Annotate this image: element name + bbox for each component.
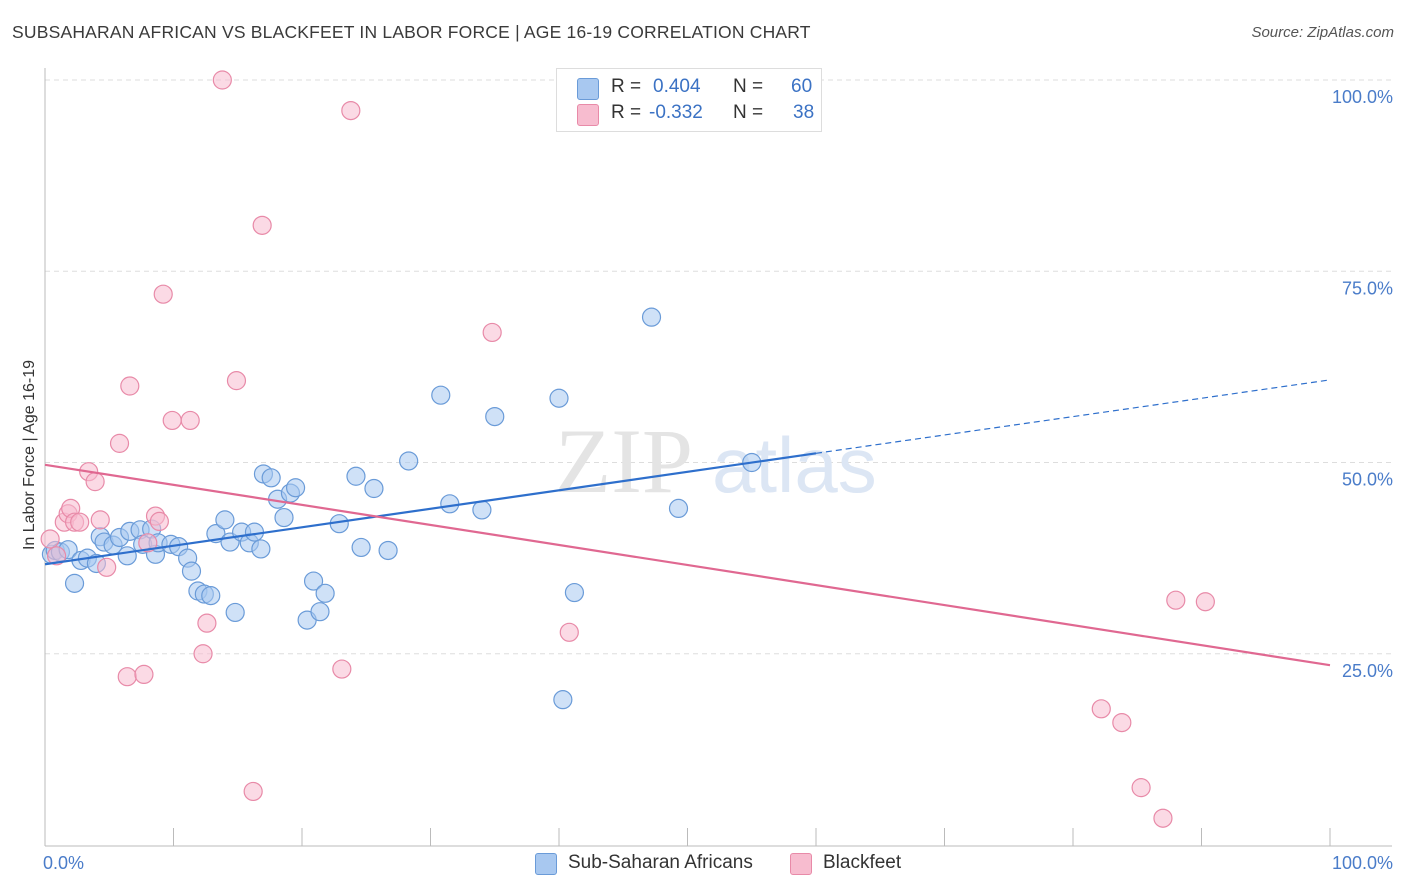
point-sub-saharan (285, 478, 306, 498)
point-sub-saharan (117, 546, 137, 566)
point-sub-saharan (303, 571, 324, 591)
point-blackfeet (193, 644, 213, 664)
point-blackfeet (1091, 699, 1111, 719)
point-blackfeet (97, 557, 117, 577)
x-tick-label: 100.0% (1332, 853, 1393, 873)
point-blackfeet (46, 546, 67, 566)
point-sub-saharan (225, 602, 245, 623)
point-blackfeet (243, 781, 263, 802)
point-sub-saharan (181, 561, 202, 581)
trend-line-sub-saharan-projection (815, 379, 1331, 454)
point-blackfeet (117, 667, 137, 687)
source-credit: Source: ZipAtlas.com (1251, 24, 1394, 41)
y-axis-label: In Labor Force | Age 16-19 (21, 360, 38, 550)
point-blackfeet (70, 512, 90, 532)
grid-lines (45, 79, 1392, 655)
point-blackfeet (134, 664, 154, 685)
y-tick-label: 75.0% (1342, 278, 1393, 298)
point-sub-saharan (64, 573, 85, 593)
legend-r-value: 0.404 (653, 76, 701, 97)
bottom-legend-label: Blackfeet (823, 852, 902, 873)
point-blackfeet (138, 533, 158, 553)
point-blackfeet (341, 100, 361, 121)
chart-title: SUBSAHARAN AFRICAN VS BLACKFEET IN LABOR… (12, 22, 811, 42)
point-blackfeet (40, 529, 60, 549)
point-sub-saharan (274, 507, 294, 528)
point-sub-saharan (668, 498, 689, 518)
point-sub-saharan (553, 690, 573, 710)
point-blackfeet (1195, 592, 1215, 612)
point-sub-saharan (261, 468, 281, 488)
legend-swatch-pink (577, 104, 599, 126)
point-blackfeet (482, 322, 502, 343)
bottom-legend-swatch-blue (535, 853, 557, 875)
point-blackfeet (1131, 778, 1151, 798)
point-sub-saharan (399, 451, 419, 471)
watermark-zip: ZIP (555, 410, 693, 512)
point-blackfeet (252, 215, 272, 235)
legend-r-label: R = (611, 76, 642, 97)
point-blackfeet (90, 510, 110, 530)
point-blackfeet (559, 622, 579, 642)
point-blackfeet (85, 472, 105, 492)
legend-n-label: N = (733, 76, 764, 97)
legend-swatch-blue (577, 78, 599, 100)
legend-n-value: 38 (793, 102, 815, 123)
x-tick-label: 0.0% (43, 853, 84, 873)
point-blackfeet (226, 371, 247, 391)
legend-r-label: R = (611, 102, 642, 123)
point-sub-saharan (549, 388, 569, 408)
point-blackfeet (109, 433, 130, 453)
point-blackfeet (212, 70, 232, 90)
point-sub-saharan (315, 583, 335, 603)
point-sub-saharan (215, 510, 235, 530)
point-sub-saharan (472, 500, 492, 520)
point-sub-saharan (431, 385, 451, 405)
y-tick-label: 25.0% (1342, 661, 1393, 681)
y-tick-label: 100.0% (1332, 87, 1393, 107)
point-sub-saharan (346, 466, 366, 486)
trend-line-sub-saharan (44, 452, 817, 566)
point-blackfeet (180, 410, 200, 431)
point-sub-saharan (351, 537, 371, 558)
point-sub-saharan (440, 494, 460, 514)
point-sub-saharan (310, 602, 330, 622)
point-blackfeet (149, 511, 169, 532)
point-sub-saharan (364, 478, 384, 499)
bottom-legend-label: Sub-Saharan Africans (568, 852, 753, 873)
point-sub-saharan (251, 539, 271, 559)
point-sub-saharan (485, 407, 505, 427)
point-sub-saharan (378, 540, 398, 561)
point-blackfeet (1112, 712, 1132, 733)
point-blackfeet (153, 284, 173, 304)
trend-line-blackfeet (44, 463, 1331, 667)
point-blackfeet (162, 410, 182, 431)
point-blackfeet (1166, 590, 1186, 610)
bottom-legend-swatch-pink (790, 853, 812, 875)
point-blackfeet (1153, 808, 1173, 828)
point-blackfeet (332, 659, 352, 679)
y-tick-label: 50.0% (1342, 470, 1393, 490)
trend-lines (44, 379, 1331, 667)
point-sub-saharan (564, 582, 585, 603)
point-blackfeet (197, 613, 217, 633)
point-sub-saharan (641, 307, 662, 327)
point-blackfeet (120, 376, 140, 396)
legend-r-value: -0.332 (649, 102, 703, 123)
legend-n-label: N = (733, 102, 764, 123)
point-sub-saharan (201, 586, 221, 606)
axes (44, 68, 1392, 847)
tick-labels: 25.0% 50.0% 75.0% 100.0% 0.0% 100.0% (43, 87, 1393, 873)
legend-n-value: 60 (791, 76, 813, 97)
watermark: ZIP atlas (555, 410, 877, 512)
stats-legend: R = 0.404 N = 60 R = -0.332 N = 38 (556, 68, 822, 132)
